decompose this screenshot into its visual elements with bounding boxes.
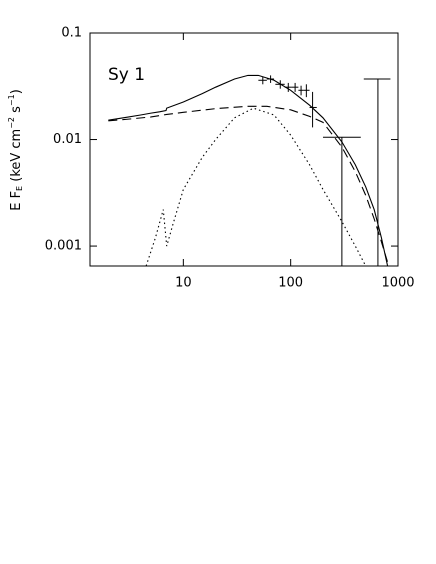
- y-tick-label: 0.1: [61, 26, 82, 41]
- ylabel-part: E F: [9, 191, 24, 211]
- ylabel-part: s: [9, 106, 24, 117]
- ylabel-part: (keV cm: [9, 129, 24, 186]
- x-tick-label: 10: [175, 276, 192, 291]
- plot-area: [108, 74, 391, 266]
- ylabel-part: ): [9, 89, 24, 94]
- ylabel-sub: E: [15, 186, 24, 191]
- plot-frame: [89, 32, 399, 267]
- annotation: Sy 1: [108, 65, 145, 85]
- series-line: [108, 74, 389, 266]
- ylabel-sup: −2: [7, 117, 16, 129]
- x-tick-label: 1000: [381, 276, 414, 291]
- y-tick-label: 0.01: [53, 132, 82, 147]
- y-axis-label: E FE (keV cm−2 s−1): [7, 89, 24, 211]
- y-tick-label: 0.001: [45, 239, 82, 254]
- x-tick-label: 100: [278, 276, 303, 291]
- ylabel-sup: −1: [7, 94, 16, 106]
- series-line: [108, 105, 390, 266]
- series-line: [145, 107, 367, 266]
